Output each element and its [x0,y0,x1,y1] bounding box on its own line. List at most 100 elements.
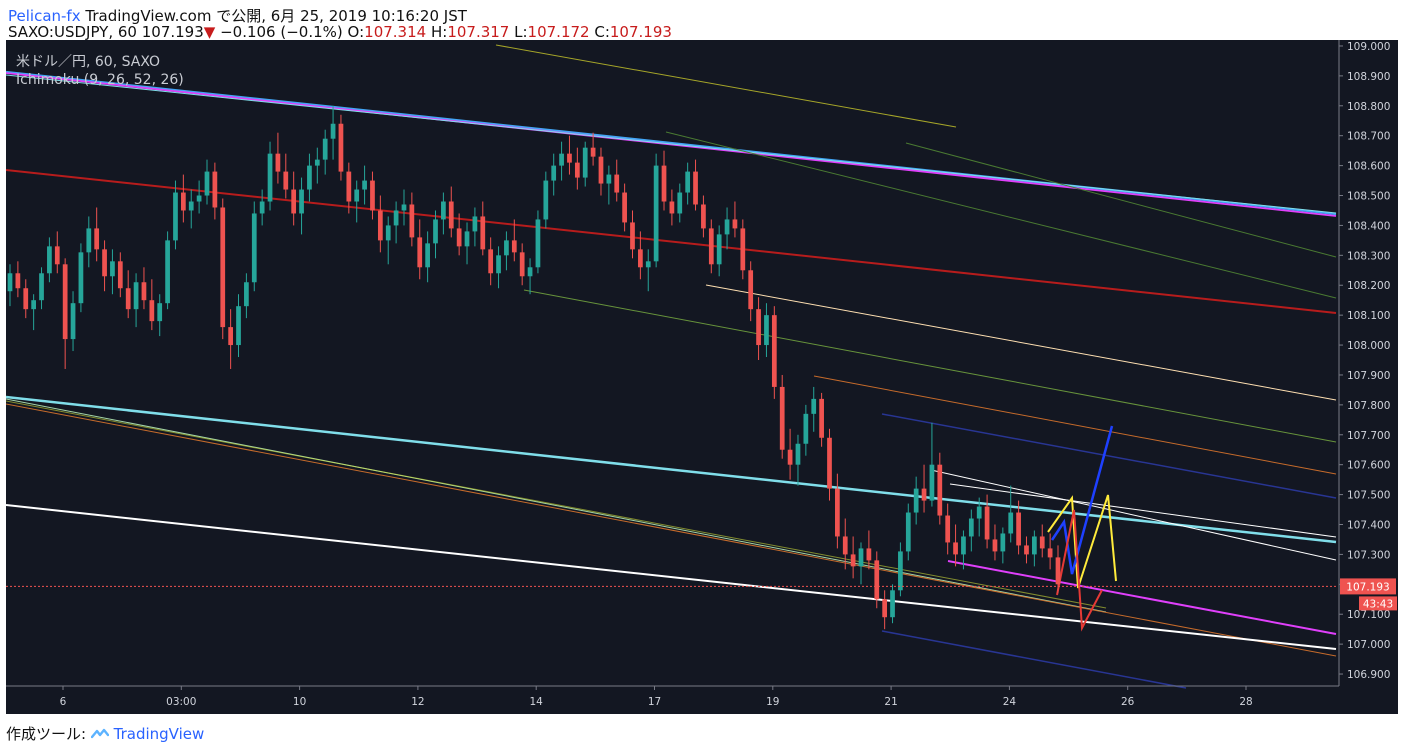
candle-body [157,303,163,322]
indicator-label[interactable]: Ichimoku (9, 26, 52, 26) [16,72,184,88]
candle-body [708,228,714,265]
candle-body [811,398,817,414]
candlestick-series [7,105,1061,630]
candle-body [31,300,37,310]
y-tick-label: 107.000 [1347,639,1390,651]
candle-body [890,590,895,618]
candle-body [614,174,620,193]
candle-body [94,228,100,250]
candle-body [196,195,202,202]
candle-body [913,488,919,513]
y-tick-label: 108.800 [1347,101,1390,113]
countdown-badge-text: 43:43 [1363,598,1393,610]
candle-body [1031,536,1037,555]
candle-body [385,225,391,241]
tradingview-logo-icon[interactable] [90,725,114,743]
candle-body [559,153,564,166]
price-axis: 109.000 108.900 108.800 108.700 108.600 108.5… [1338,40,1398,714]
close-value: 107.193 [609,23,672,41]
candle-body [850,554,856,567]
candle-body [307,165,312,190]
x-tick-label: 24 [1003,696,1017,708]
candle-body [180,192,186,211]
footer-credit: 作成ツール: TradingView [6,723,204,744]
candle-body [314,159,320,166]
tradingview-brand[interactable]: TradingView [113,725,205,743]
candle-body [803,413,809,444]
y-tick-label: 107.700 [1347,430,1390,442]
candle-body [409,204,415,238]
candle-body [425,243,430,268]
open-value: 107.314 [364,23,427,41]
chart-area[interactable]: 109.000 108.900 108.800 108.700 108.600 108.5… [6,40,1398,714]
candle-body [756,309,761,346]
candle-body [858,548,864,567]
candle-body [511,240,517,253]
author-name[interactable]: Pelican-fx [8,7,81,25]
candle-body [748,270,754,310]
candle-body [448,201,454,229]
candle-body [551,165,557,181]
x-tick-label: 6 [60,696,67,708]
candle-body [937,464,943,516]
y-tick-label: 108.000 [1347,340,1390,352]
y-tick-label: 108.400 [1347,220,1390,232]
candle-body [504,240,509,256]
candle-body [283,171,289,190]
platform-name: TradingView.com [85,7,212,25]
y-tick-label: 108.200 [1347,280,1390,292]
candle-body [1024,545,1029,555]
open-label: O: [347,23,365,41]
y-tick-label: 109.000 [1347,41,1390,53]
candle-body [535,219,541,268]
candle-body [464,231,470,247]
candle-body [787,449,793,465]
candle-body [346,171,352,202]
drawing-tools [6,44,1337,689]
candle-body [842,536,848,555]
candle-body [299,189,304,214]
candle-body [244,282,249,307]
chart-legend: 米ドル／円, 60, SAXO Ichimoku (9, 26, 52, 26) [16,53,184,89]
last-price-badge [1340,578,1396,595]
candle-body [630,222,635,250]
candle-body [362,180,367,190]
candle-body [519,252,525,277]
candle-body [62,264,68,340]
candle-body [433,219,438,244]
candle-body [125,288,131,310]
x-tick-label: 14 [530,696,544,708]
y-tick-label: 108.900 [1347,71,1390,83]
candle-body [543,180,549,220]
y-tick-label: 107.300 [1347,549,1390,561]
down-arrow-icon: ▼ [203,23,216,41]
candle-body [275,153,281,172]
high-label: H: [430,23,448,41]
candle-body [992,539,998,552]
candle-body [1000,533,1006,552]
publish-date: で公開, 6月 25, 2019 10:16:20 JST [216,7,467,25]
candle-body [527,267,533,277]
candle-body [819,398,824,438]
candle-body [732,219,738,229]
candle-body [740,228,746,271]
x-tick-label: 19 [766,696,779,708]
candle-body [716,234,722,265]
candle-body [480,216,486,250]
candle-body [173,192,178,241]
candle-body [212,171,218,208]
candle-body [110,261,115,277]
candle-body [496,255,501,274]
price-chart[interactable]: 109.000 108.900 108.800 108.700 108.600 108.5… [6,40,1398,714]
candle-body [228,327,233,346]
candle-body [685,171,691,193]
series-title: 米ドル／円, 60, SAXO [16,54,161,70]
candle-body [898,551,903,591]
candle-body [23,288,29,310]
candle-body [1008,512,1014,534]
candle-body [370,180,375,211]
candle-body [929,464,935,501]
candle-body [133,282,139,310]
candle-body [701,204,706,229]
chart-header-publish: Pelican-fx TradingView.com で公開, 6月 25, 2… [8,5,467,25]
